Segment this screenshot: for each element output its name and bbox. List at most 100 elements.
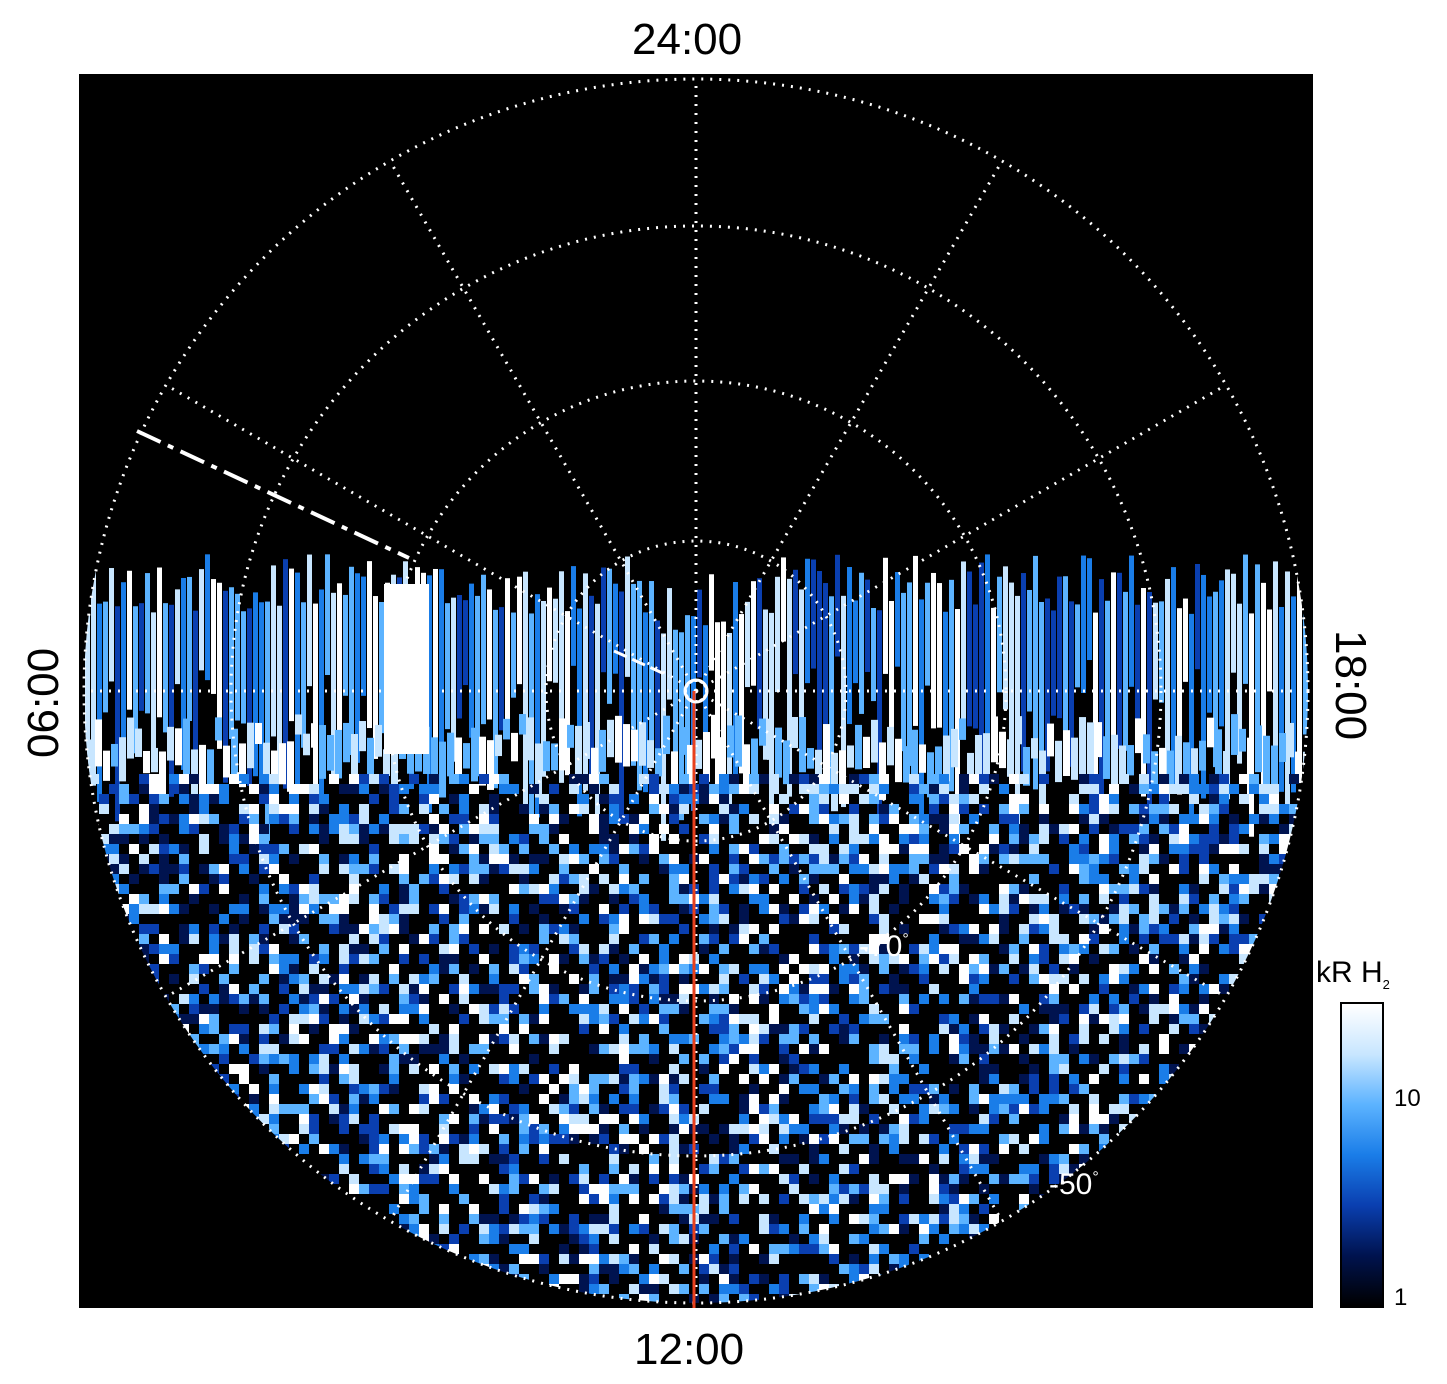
emission-streak [1093,612,1098,787]
emission-pixel [879,1284,889,1294]
emission-pixel [719,1154,729,1164]
emission-pixel [129,824,139,834]
emission-pixel [709,1094,719,1104]
emission-band-cell [623,724,630,767]
emission-pixel [389,784,399,794]
emission-pixel [649,784,659,794]
emission-pixel [629,844,639,854]
emission-pixel [489,1254,499,1264]
emission-pixel [1309,904,1313,914]
emission-pixel [639,1034,649,1044]
emission-streak [469,583,474,738]
emission-pixel [929,1104,939,1114]
emission-pixel [319,1094,329,1104]
emission-pixel [809,864,819,874]
emission-pixel [519,1114,529,1124]
emission-pixel [1129,944,1139,954]
emission-pixel [709,934,719,944]
emission-pixel [179,1294,189,1303]
emission-pixel [829,1184,839,1194]
emission-pixel [1189,954,1199,964]
emission-pixel [299,1254,309,1264]
emission-pixel [859,1014,869,1024]
emission-pixel [599,854,609,864]
emission-pixel [499,1004,509,1014]
emission-pixel [859,944,869,954]
emission-pixel [1179,834,1189,844]
emission-pixel [769,784,779,794]
emission-pixel [209,1174,219,1184]
emission-pixel [579,994,589,1004]
emission-pixel [1089,1264,1099,1274]
emission-pixel [1309,914,1313,924]
emission-streak [1183,598,1188,682]
emission-pixel [449,1134,459,1144]
emission-pixel [579,1024,589,1034]
emission-pixel [129,1144,139,1154]
emission-pixel [499,1114,509,1124]
emission-streak [637,580,642,791]
emission-pixel [779,1154,789,1164]
emission-pixel [599,1174,609,1184]
emission-pixel [1219,1154,1229,1164]
emission-pixel [629,1244,639,1254]
emission-pixel [1079,1154,1089,1164]
emission-pixel [1169,1104,1179,1114]
emission-band-cell [87,739,94,778]
emission-pixel [1029,1134,1039,1144]
emission-pixel [1069,1304,1079,1308]
emission-pixel [699,1014,709,1024]
emission-pixel [599,904,609,914]
emission-pixel [619,1174,629,1184]
emission-pixel [109,1304,119,1308]
emission-pixel [1259,1144,1269,1154]
emission-pixel [259,1164,269,1174]
emission-streak [787,578,792,797]
emission-pixel [369,824,379,834]
emission-pixel [399,824,409,834]
emission-pixel [899,1124,909,1134]
emission-pixel [499,984,509,994]
emission-pixel [489,854,499,864]
emission-pixel [219,1274,229,1284]
emission-band-cell [703,732,710,782]
emission-pixel [1299,1134,1308,1144]
emission-pixel [709,904,719,914]
emission-pixel [519,1214,529,1224]
emission-pixel [629,794,639,804]
emission-pixel [1069,1244,1079,1254]
emission-pixel [409,1274,419,1284]
emission-pixel [719,1094,729,1104]
emission-pixel [589,1014,599,1024]
emission-pixel [259,1114,269,1124]
emission-pixel [739,1194,749,1204]
emission-pixel [299,1244,309,1254]
emission-pixel [979,894,989,904]
emission-pixel [1209,864,1219,874]
emission-pixel [1129,1054,1139,1064]
emission-pixel [419,1004,429,1014]
emission-pixel [1099,1154,1109,1164]
emission-pixel [649,794,659,804]
emission-pixel [699,774,709,784]
emission-pixel [279,914,289,924]
emission-band-cell [1295,751,1302,784]
emission-pixel [759,1104,769,1114]
latitude-circle-3 [82,77,1310,1305]
emission-pixel [849,774,859,784]
emission-pixel [309,784,319,794]
emission-pixel [499,1014,509,1024]
emission-pixel [409,1184,419,1194]
emission-pixel [859,884,869,894]
emission-pixel [349,1204,359,1214]
emission-pixel [429,904,439,914]
emission-pixel [339,944,349,954]
emission-pixel [1129,1284,1139,1294]
emission-pixel [459,804,469,814]
emission-pixel [1049,1174,1059,1184]
emission-pixel [499,1204,509,1214]
emission-pixel [1209,814,1219,824]
emission-pixel [869,1174,879,1184]
emission-pixel [1049,994,1059,1004]
emission-pixel [1009,1084,1019,1094]
